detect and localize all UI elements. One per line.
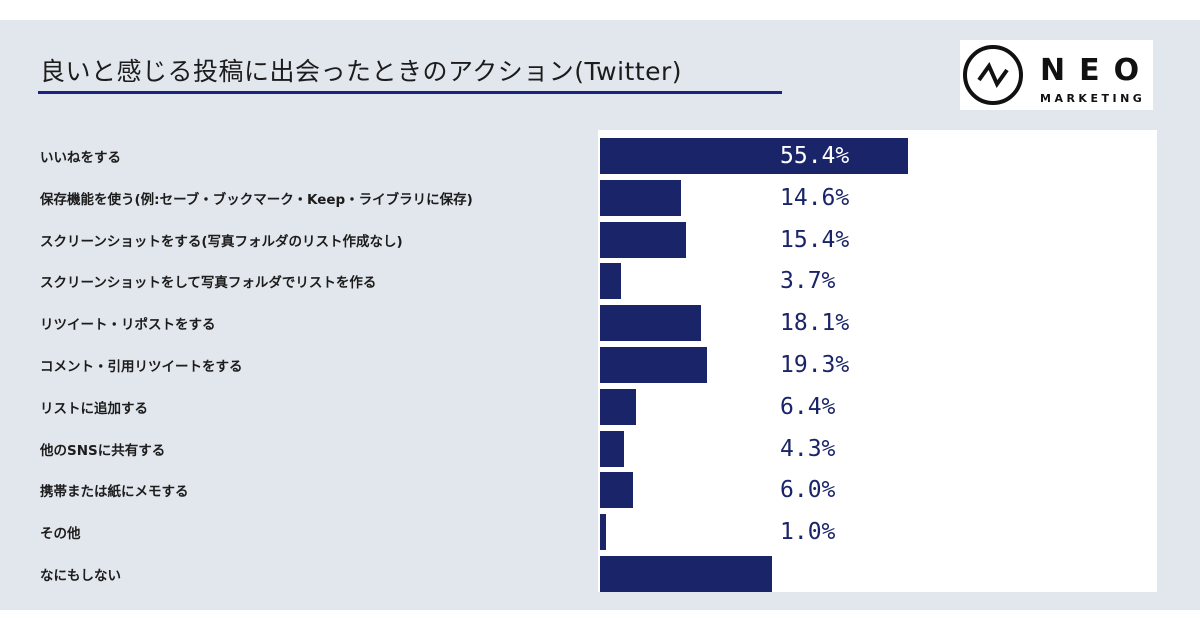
value-label: 31.0% bbox=[780, 561, 850, 587]
svg-text:NEO: NEO bbox=[1040, 53, 1153, 88]
category-label: リツイート・リポストをする bbox=[40, 317, 216, 334]
category-label: なにもしない bbox=[40, 568, 121, 584]
value-label: 3.7% bbox=[780, 268, 836, 295]
category-label: スクリーンショットをする(写真フォルダのリスト作成なし) bbox=[40, 233, 403, 250]
category-label: コメント・引用リツイートをする bbox=[40, 359, 243, 375]
neo-marketing-logo: NEO MARKETING bbox=[960, 40, 1153, 110]
title-underline bbox=[38, 91, 782, 94]
value-label: 15.4% bbox=[780, 226, 850, 253]
chart-title: 良いと感じる投稿に出会ったときのアクション(Twitter) bbox=[40, 57, 683, 86]
category-label: 携帯または紙にメモする bbox=[40, 484, 189, 501]
bar bbox=[600, 388, 636, 425]
value-label: 4.3% bbox=[780, 435, 836, 462]
category-label: その他 bbox=[40, 526, 81, 543]
category-label: 他のSNSに共有する bbox=[40, 442, 166, 459]
value-label: 6.0% bbox=[780, 477, 836, 504]
value-label: 18.1% bbox=[780, 310, 850, 337]
bar bbox=[600, 347, 708, 383]
value-label: 55.4% bbox=[780, 143, 850, 169]
bar bbox=[600, 138, 909, 174]
value-label: 14.6% bbox=[780, 184, 850, 211]
bar bbox=[600, 430, 624, 467]
value-label: 6.4% bbox=[780, 393, 836, 420]
bar bbox=[600, 221, 686, 258]
category-label: スクリーンショットをして写真フォルダでリストを作る bbox=[40, 275, 377, 292]
bar bbox=[600, 556, 773, 592]
category-label: いいねをする bbox=[40, 150, 121, 166]
bar bbox=[600, 263, 621, 300]
bar bbox=[600, 305, 701, 342]
bar bbox=[600, 179, 682, 216]
value-label: 1.0% bbox=[780, 519, 836, 546]
svg-text:MARKETING: MARKETING bbox=[1040, 92, 1145, 105]
value-label: 19.3% bbox=[780, 352, 850, 378]
bar bbox=[600, 514, 606, 551]
category-label: リストに追加する bbox=[40, 400, 148, 417]
category-label: 保存機能を使う(例:セーブ・ブックマーク・Keep・ライブラリに保存) bbox=[40, 191, 473, 208]
bar bbox=[600, 472, 634, 509]
